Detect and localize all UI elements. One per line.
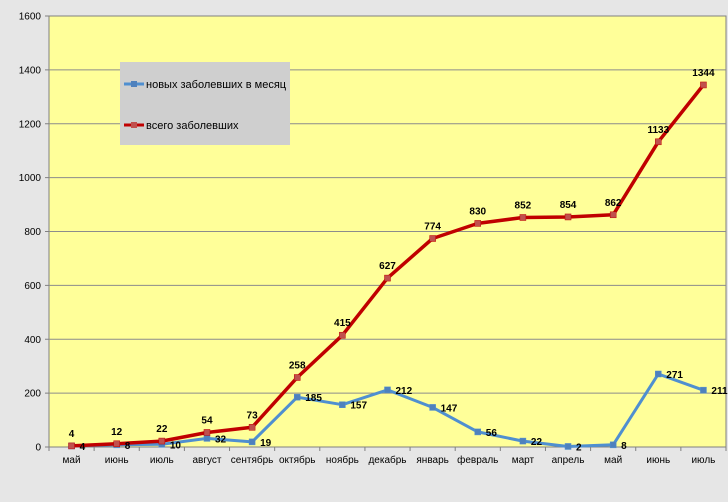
data-label-1: 4 <box>69 429 75 440</box>
x-tick-label: август <box>192 455 221 466</box>
legend-marker-total <box>131 122 137 128</box>
data-label-1: 12 <box>111 427 123 438</box>
data-point-0 <box>700 386 707 394</box>
x-tick-label: май <box>604 455 622 466</box>
data-point-1 <box>248 424 256 431</box>
data-label-0: 2 <box>576 442 582 453</box>
data-label-0: 147 <box>441 403 458 414</box>
y-tick-label: 200 <box>24 389 41 400</box>
data-point-1 <box>158 437 166 445</box>
data-label-1: 627 <box>379 261 396 272</box>
data-label-1: 862 <box>605 198 622 209</box>
y-axis-ticks: 0 200 400 600 800 1000 1200 1400 1600 <box>19 12 49 454</box>
data-label-1: 852 <box>515 200 532 211</box>
data-label-1: 1344 <box>692 68 715 79</box>
data-label-0: 212 <box>396 386 413 397</box>
data-label-1: 73 <box>247 410 259 421</box>
data-label-0: 211 <box>711 386 728 397</box>
x-tick-label: июнь <box>646 455 670 466</box>
data-point-0 <box>203 435 211 442</box>
data-point-0 <box>248 438 256 446</box>
data-point-0 <box>609 441 617 449</box>
data-point-1 <box>609 211 617 219</box>
y-tick-label: 800 <box>24 227 41 238</box>
data-point-0 <box>519 437 527 445</box>
data-label-0: 271 <box>666 370 683 381</box>
x-tick-label: сентябрь <box>231 454 274 466</box>
data-label-0: 19 <box>260 438 272 449</box>
data-point-1 <box>655 138 662 146</box>
y-tick-label: 1600 <box>19 12 42 23</box>
data-label-0: 185 <box>305 393 322 404</box>
data-point-1 <box>429 235 436 242</box>
data-label-1: 54 <box>201 415 213 426</box>
data-point-0 <box>339 401 346 408</box>
y-tick-label: 1400 <box>19 65 42 76</box>
x-tick-label: апрель <box>552 455 585 466</box>
legend-marker-new <box>131 81 137 87</box>
data-label-0: 157 <box>350 401 367 412</box>
y-tick-label: 0 <box>35 443 41 454</box>
y-tick-label: 600 <box>24 281 41 292</box>
legend-box <box>120 62 290 145</box>
data-label-0: 4 <box>80 442 86 453</box>
data-label-1: 258 <box>289 361 306 372</box>
y-tick-label: 400 <box>24 335 41 346</box>
data-point-1 <box>113 440 120 448</box>
data-point-1 <box>519 214 527 221</box>
x-tick-label: декабрь <box>368 454 406 466</box>
y-tick-label: 1200 <box>19 119 42 130</box>
data-point-1 <box>700 81 707 89</box>
x-tick-label: май <box>63 455 81 466</box>
series-lines <box>68 81 707 450</box>
x-tick-label: январь <box>416 455 448 466</box>
data-point-0 <box>429 404 436 411</box>
data-point-1 <box>474 220 482 227</box>
data-label-1: 22 <box>156 424 168 435</box>
data-label-1: 1133 <box>647 125 669 136</box>
data-label-0: 8 <box>621 441 627 452</box>
x-tick-label: июнь <box>105 455 129 466</box>
data-label-0: 8 <box>125 441 131 452</box>
data-point-0 <box>293 393 301 401</box>
data-label-1: 415 <box>334 318 351 329</box>
data-point-1 <box>384 274 391 282</box>
data-point-0 <box>474 428 482 436</box>
data-label-0: 10 <box>170 440 182 451</box>
data-label-1: 774 <box>424 222 441 233</box>
data-point-1 <box>68 442 75 450</box>
data-label-1: 854 <box>560 200 577 211</box>
data-point-0 <box>564 443 572 450</box>
legend-label-new: новых заболевших в месяц <box>146 79 287 91</box>
x-tick-label: март <box>512 455 535 466</box>
data-point-1 <box>203 429 211 436</box>
data-label-0: 32 <box>215 434 227 445</box>
data-point-0 <box>384 386 391 394</box>
data-label-0: 56 <box>486 428 498 439</box>
y-tick-label: 1000 <box>19 173 42 184</box>
gridlines <box>49 69 726 394</box>
x-tick-label: июль <box>150 455 174 466</box>
legend-label-total: всего заболевших <box>146 120 239 132</box>
x-tick-label: ноябрь <box>326 454 359 466</box>
data-label-1: 830 <box>469 206 486 217</box>
x-tick-label: февраль <box>457 454 498 466</box>
x-tick-label: октябрь <box>279 454 316 466</box>
legend: новых заболевших в месяц всего заболевши… <box>120 62 290 145</box>
data-point-0 <box>655 370 662 378</box>
x-axis-ticks: май июнь июль август сентябрь октябрь ноябрь де… <box>48 447 727 466</box>
data-label-0: 22 <box>531 437 543 448</box>
data-point-1 <box>564 213 572 221</box>
data-point-1 <box>339 331 346 339</box>
x-tick-label: июль <box>691 455 715 466</box>
data-point-1 <box>293 374 301 381</box>
